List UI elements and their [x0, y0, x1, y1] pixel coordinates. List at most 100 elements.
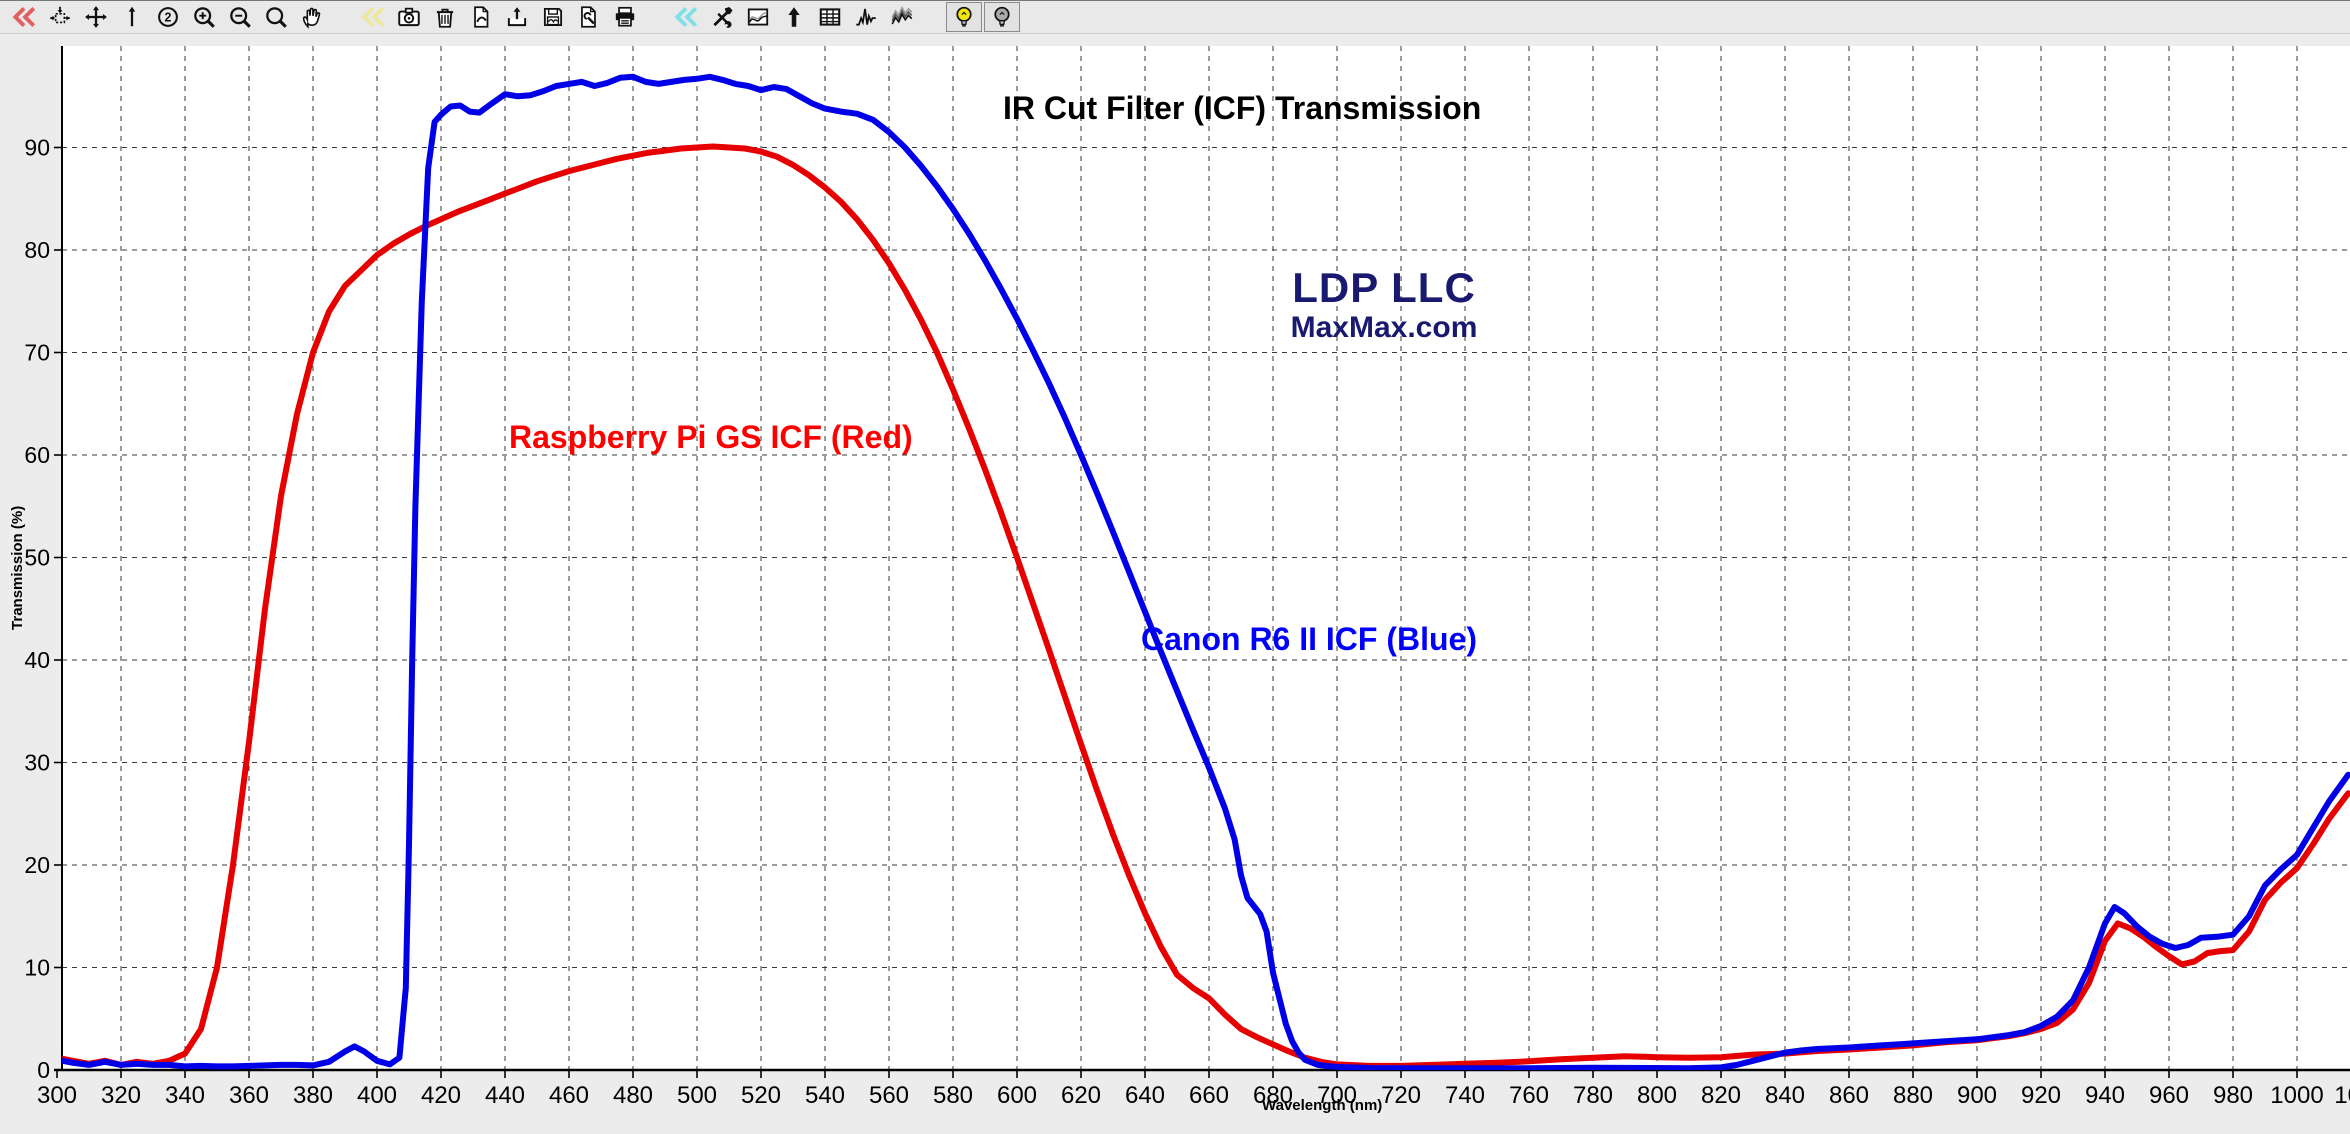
zoom-in-icon	[194, 7, 215, 28]
data-table-icon[interactable]	[813, 2, 847, 32]
envelope-curve-icon[interactable]	[741, 2, 775, 32]
x-tick-label: 440	[485, 1082, 525, 1109]
pan-hand-icon[interactable]	[295, 2, 329, 32]
x-tick-label: 540	[805, 1082, 845, 1109]
light-on-button[interactable]	[946, 2, 982, 32]
replay-faded-icon[interactable]	[356, 2, 390, 32]
x-tick-label: 820	[1701, 1082, 1741, 1109]
overlay-curves-icon[interactable]	[885, 2, 919, 32]
x-tick-label: 660	[1189, 1082, 1229, 1109]
x-tick-label: 800	[1637, 1082, 1677, 1109]
vertical-scale-icon	[128, 6, 136, 27]
x-tick-label: 780	[1573, 1082, 1613, 1109]
x-tick-label: 400	[357, 1082, 397, 1109]
zoom-region-icon[interactable]	[259, 2, 293, 32]
x-tick-label: 680	[1253, 1082, 1293, 1109]
x-tick-label: 380	[293, 1082, 333, 1109]
peaks-icon[interactable]	[849, 2, 883, 32]
y-axis-title: Transmission (%)	[9, 505, 27, 630]
graph-settings-icon[interactable]	[572, 2, 606, 32]
y-tick-label: 10	[24, 955, 50, 981]
rescale-y2-icon[interactable]: 2	[151, 2, 185, 32]
y-tick-label: 30	[24, 750, 50, 776]
x-tick-label: 620	[1061, 1082, 1101, 1109]
fast-rewind-icon	[674, 6, 698, 28]
pan-axes-icon[interactable]	[79, 2, 113, 32]
rescale-y2-icon: 2	[158, 7, 178, 27]
export-icon[interactable]	[500, 2, 534, 32]
center-data-icon	[50, 6, 70, 24]
snapshot-icon[interactable]	[392, 2, 426, 32]
x-tick-label: 760	[1509, 1082, 1549, 1109]
x-tick-label: 900	[1957, 1082, 1997, 1109]
history-back-icon[interactable]	[7, 2, 41, 32]
x-tick-label: 500	[677, 1082, 717, 1109]
x-tick-label: 340	[165, 1082, 205, 1109]
brand-watermark: LDP LLC MaxMax.com	[1278, 264, 1490, 345]
snapshot-icon	[398, 7, 420, 27]
chart-svg: 300 320 340 360 380 400 420 440 460 480 500 520 540 5…	[0, 34, 2350, 1129]
series-label-red: Raspberry Pi GS ICF (Red)	[509, 419, 913, 455]
zoom-in-icon[interactable]	[187, 2, 221, 32]
data-table-icon	[819, 8, 841, 26]
x-tick-label: 980	[2213, 1082, 2253, 1109]
export-icon	[507, 7, 527, 27]
light-on-button	[956, 6, 972, 27]
tools-icon	[713, 7, 733, 28]
y-tick-label: 0	[37, 1057, 50, 1083]
brand-website: MaxMax.com	[1290, 311, 1478, 345]
x-tick-label: 600	[997, 1082, 1037, 1109]
y-tick-label: 20	[24, 852, 50, 878]
x-tick-label: 860	[1829, 1082, 1869, 1109]
raise-curve-icon[interactable]	[777, 2, 811, 32]
print-icon[interactable]	[608, 2, 642, 32]
x-tick-label: 920	[2021, 1082, 2061, 1109]
series-curve-red	[62, 143, 2350, 1069]
zoom-region-icon	[266, 7, 287, 28]
chart-area[interactable]: 300 320 340 360 380 400 420 440 460 480 500 520 540 5…	[0, 34, 2350, 1129]
zoom-out-icon	[230, 7, 251, 28]
overlay-curves-icon	[891, 6, 913, 25]
x-tick-label: 740	[1445, 1082, 1485, 1109]
x-tick-label: 520	[741, 1082, 781, 1109]
y-tick-label: 70	[24, 340, 50, 366]
y-tick-label: 40	[24, 647, 50, 673]
light-off-button	[994, 6, 1010, 27]
series-label-blue: Canon R6 II ICF (Blue)	[1141, 621, 1477, 657]
vertical-scale-icon[interactable]	[115, 2, 149, 32]
x-tick-label: 720	[1381, 1082, 1421, 1109]
x-tick-label: 420	[421, 1082, 461, 1109]
x-tick-label: 320	[101, 1082, 141, 1109]
brand-company: LDP LLC	[1292, 264, 1476, 311]
x-tick-label: 880	[1893, 1082, 1933, 1109]
replay-faded-icon	[361, 6, 385, 28]
y-tick-label: 90	[24, 135, 50, 161]
pan-hand-icon	[302, 7, 321, 29]
y-tick-label: 80	[24, 237, 50, 263]
x-tick-label: 480	[613, 1082, 653, 1109]
light-off-button[interactable]	[984, 2, 1020, 32]
x-tick-label: 460	[549, 1082, 589, 1109]
tools-icon[interactable]	[705, 2, 739, 32]
delete-icon[interactable]	[428, 2, 462, 32]
zoom-out-icon[interactable]	[223, 2, 257, 32]
x-tick-label: 700	[1317, 1082, 1357, 1109]
raise-curve-icon	[788, 7, 800, 27]
x-tick-label: 580	[933, 1082, 973, 1109]
fast-rewind-icon[interactable]	[669, 2, 703, 32]
delete-icon	[436, 8, 454, 28]
y-tick-label: 60	[24, 442, 50, 468]
pan-axes-icon	[85, 6, 107, 28]
svg-text:2: 2	[165, 11, 172, 25]
x-tick-label: 940	[2085, 1082, 2125, 1109]
chart-title: IR Cut Filter (ICF) Transmission	[1003, 90, 1482, 126]
y-tick-label: 50	[24, 545, 50, 571]
copy-graph-icon	[474, 6, 489, 28]
x-axis-title: Wavelength (nm)	[1262, 1097, 1383, 1114]
save-image-icon[interactable]	[536, 2, 570, 32]
x-tick-label: 560	[869, 1082, 909, 1109]
copy-graph-icon[interactable]	[464, 2, 498, 32]
x-tick-label: 840	[1765, 1082, 1805, 1109]
center-data-icon[interactable]	[43, 2, 77, 32]
x-tick-label: 300	[37, 1082, 77, 1109]
